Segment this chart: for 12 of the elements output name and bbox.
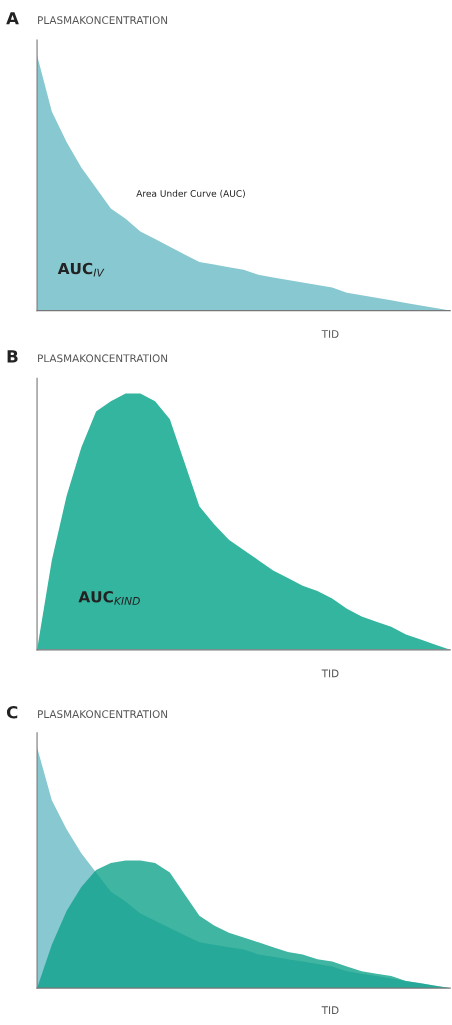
chart-title: A <box>6 12 19 25</box>
chart-title: B <box>7 350 18 363</box>
y-axis-title: PLASMAKONCENTRATION <box>38 16 168 25</box>
x-axis-title: TID <box>321 669 339 678</box>
y-axis-title: PLASMAKONCENTRATION <box>38 354 168 363</box>
annotation: Area Under Curve (AUC) <box>136 189 245 198</box>
annotation: AUC$_{KIND}$ <box>78 591 140 605</box>
x-axis-title: TID <box>321 330 339 338</box>
annotation: AUC$_{IV}$ <box>57 262 105 277</box>
x-axis-title: TID <box>321 1006 339 1014</box>
chart-title: C <box>6 705 18 719</box>
y-axis-title: PLASMAKONCENTRATION <box>38 710 168 719</box>
